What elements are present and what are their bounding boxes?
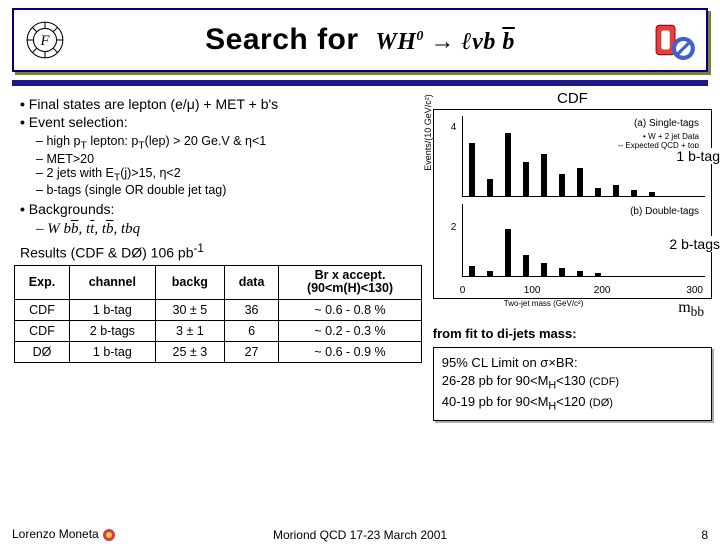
cell: 25 ± 3 [155,342,224,363]
footer-conference: Moriond QCD 17-23 March 2001 [273,528,447,542]
tag-2btags: 2 b-tags [669,236,720,252]
cell: 1 b-tag [70,300,156,321]
cell: 36 [225,300,279,321]
cdf-label: CDF [433,90,712,107]
title-box: F Search for WH0 → ℓνb b [12,8,708,72]
xtick2: 200 [594,285,611,296]
tag-1btag: 1 b-tag [676,148,720,164]
subplot-a: (a) Single-tags • W + 2 jet Data -- Expe… [462,116,705,197]
bullet-event-selection: Event selection: [20,114,427,130]
xtick0: 0 [460,285,466,296]
cell: DØ [15,342,70,363]
footer-page: 8 [701,528,708,542]
d0-logo [654,19,696,61]
cdf-plot: Events/(10 GeV/c²) (a) Single-tags • W +… [433,109,712,299]
cell: 2 b-tags [70,321,156,342]
sub-b-label: (b) Double-tags [630,206,699,217]
xtick3: 300 [686,285,703,296]
table-header-row: Exp. channel backg data Br x accept.(90<… [15,265,422,300]
cell: ~ 0.2 - 0.3 % [279,321,422,342]
th-channel: channel [70,265,156,300]
xaxis-label: Two-jet mass (GeV/c²) [504,299,584,308]
title-main: Search for [205,23,358,56]
bullet-backgrounds: Backgrounds: [20,201,427,217]
sub-bg: W bb, tt, tb, tbq [36,221,427,238]
fermilab-logo: F [24,19,66,61]
sub-met: MET>20 [36,152,427,166]
right-column: CDF Events/(10 GeV/c²) (a) Single-tags •… [433,92,712,421]
box-l3: 40-19 pb for 90<MH<120 (DØ) [442,393,703,414]
ytick-a: 4 [451,122,457,133]
table-row: DØ 1 b-tag 25 ± 3 27 ~ 0.6 - 0.9 % [15,342,422,363]
cell: CDF [15,321,70,342]
cell: 27 [225,342,279,363]
table-row: CDF 1 b-tag 30 ± 5 36 ~ 0.6 - 0.8 % [15,300,422,321]
sub-jets: 2 jets with ET(j)>15, η<2 [36,166,427,184]
box-l1: 95% CL Limit on σ×BR: [442,354,703,372]
cell: 3 ± 1 [155,321,224,342]
results-table: Exp. channel backg data Br x accept.(90<… [14,265,422,364]
cell: 6 [225,321,279,342]
page-title: Search for WH0 → ℓνb b [66,23,654,57]
svg-text:F: F [40,33,51,49]
sub-a-label: (a) Single-tags [634,118,699,129]
divider [12,80,708,86]
yaxis-label: Events/(10 GeV/c²) [423,94,433,171]
cell: ~ 0.6 - 0.8 % [279,300,422,321]
cell: ~ 0.6 - 0.9 % [279,342,422,363]
sub-btags: b-tags (single OR double jet tag) [36,183,427,197]
from-fit-label: from fit to di-jets mass: [433,326,712,341]
th-exp: Exp. [15,265,70,300]
cell: 1 b-tag [70,342,156,363]
bullet-final-states: Final states are lepton (e/μ) + MET + b'… [20,96,427,112]
table-row: CDF 2 b-tags 3 ± 1 6 ~ 0.2 - 0.3 % [15,321,422,342]
ytick-b: 2 [451,222,457,233]
sub-pt: high pT lepton: pT(lep) > 20 Ge.V & η<1 [36,134,427,152]
limit-box: 95% CL Limit on σ×BR: 26-28 pb for 90<MH… [433,347,712,421]
box-l2: 26-28 pb for 90<MH<130 (CDF) [442,372,703,393]
legend1: • W + 2 jet Data [643,132,699,141]
th-br: Br x accept.(90<m(H)<130) [279,265,422,300]
xtick1: 100 [524,285,541,296]
left-column: Final states are lepton (e/μ) + MET + b'… [8,92,433,421]
title-formula: WH0 → ℓνb b [375,29,514,55]
results-label: Results (CDF & DØ) 106 pb-1 [20,242,427,261]
cell: CDF [15,300,70,321]
th-backg: backg [155,265,224,300]
th-data: data [225,265,279,300]
cell: 30 ± 5 [155,300,224,321]
